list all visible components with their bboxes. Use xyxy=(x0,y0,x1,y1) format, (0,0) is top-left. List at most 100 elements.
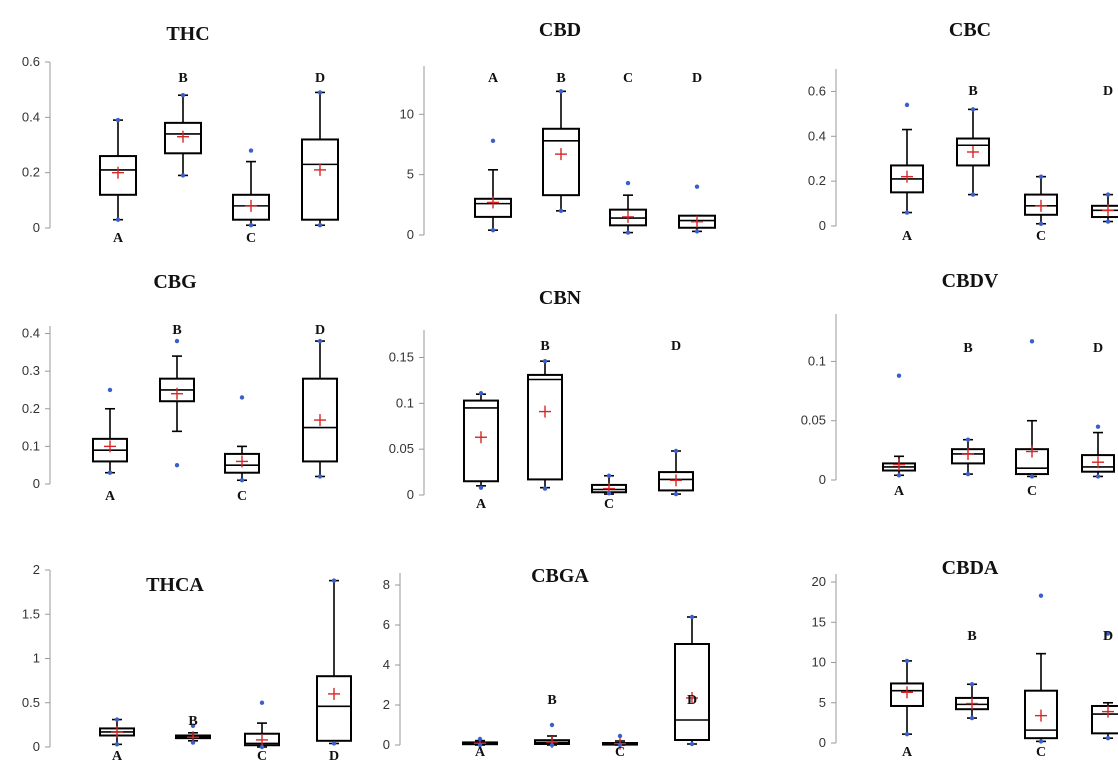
box-iqr xyxy=(542,127,580,197)
group-label: B xyxy=(540,339,549,354)
y-tick-label: 0.1 xyxy=(22,438,40,453)
outlier-point xyxy=(115,217,121,222)
outlier-point xyxy=(331,741,337,746)
box-group-a: A xyxy=(474,71,512,233)
box-group-a: A xyxy=(99,717,135,764)
y-tick-label: 0.2 xyxy=(22,165,40,180)
group-label: C xyxy=(1036,229,1046,244)
group-label: C xyxy=(237,489,247,504)
box-group-d: D xyxy=(1091,629,1118,741)
outlier-point xyxy=(558,208,564,214)
y-tick-label: 2 xyxy=(33,562,40,577)
group-label: D xyxy=(315,71,325,86)
outlier-point xyxy=(1095,424,1101,429)
box-group-b: B xyxy=(955,629,989,721)
outlier-point xyxy=(673,491,679,497)
panel-title: CBG xyxy=(153,271,197,293)
y-tick-label: 4 xyxy=(383,657,390,672)
box-group-a: A xyxy=(463,391,499,512)
box-group-a: A xyxy=(462,736,498,760)
box-group-c: C xyxy=(1024,174,1058,244)
outlier-point xyxy=(969,682,975,687)
mean-marker xyxy=(111,725,123,738)
outlier-point xyxy=(1105,219,1111,224)
box-group-c: C xyxy=(232,148,270,246)
outlier-point xyxy=(896,373,902,378)
box-group-a: A xyxy=(890,658,924,760)
group-label: A xyxy=(113,231,124,246)
y-tick-label: 0 xyxy=(819,218,826,233)
y-tick-label: 0.1 xyxy=(808,353,826,368)
y-tick-label: 0.6 xyxy=(808,83,826,98)
outlier-point xyxy=(896,473,902,478)
box-iqr xyxy=(301,138,339,221)
box-group-d: D xyxy=(1091,84,1118,224)
outlier-point xyxy=(549,722,555,728)
mean-marker xyxy=(901,170,913,183)
box-group-c: C xyxy=(591,473,627,512)
outlier-point xyxy=(180,93,186,98)
outlier-point xyxy=(477,736,483,742)
outlier-point xyxy=(549,742,555,748)
outlier-point xyxy=(259,744,265,750)
outlier-point xyxy=(694,229,700,234)
outlier-point xyxy=(1105,192,1111,197)
y-tick-label: 0 xyxy=(819,735,826,750)
y-tick-label: 1.5 xyxy=(22,606,40,621)
group-label: C xyxy=(246,231,256,246)
y-tick-label: 10 xyxy=(812,655,826,670)
group-label: D xyxy=(329,749,339,764)
panel-thca: THCA 0 0.5 1 1.5 2 A B C D xyxy=(22,562,352,764)
outlier-point xyxy=(490,227,496,233)
mean-marker xyxy=(691,215,703,228)
outlier-point xyxy=(107,387,113,393)
outlier-point xyxy=(965,471,971,477)
y-tick-label: 0 xyxy=(407,227,414,242)
panel-title: CBGA xyxy=(531,565,589,587)
mean-marker xyxy=(555,148,567,161)
group-label: D xyxy=(671,339,681,354)
outlier-point xyxy=(317,223,323,228)
outlier-point xyxy=(477,742,483,748)
panel-title: CBD xyxy=(539,19,581,41)
box-group-d: D xyxy=(302,323,338,479)
outlier-point xyxy=(115,117,121,123)
y-tick-label: 0.05 xyxy=(389,441,414,456)
box-iqr xyxy=(1091,204,1118,219)
group-label: C xyxy=(604,497,614,512)
outlier-point xyxy=(970,107,976,112)
box-group-b: B xyxy=(164,71,202,178)
group-label: B xyxy=(172,323,181,338)
outlier-point xyxy=(694,184,700,189)
mean-marker xyxy=(962,447,974,460)
panel-cbga: CBGA 0 2 4 6 8 A B C D xyxy=(383,565,710,760)
box-group-a: A xyxy=(92,387,128,504)
y-tick-label: 0 xyxy=(33,739,40,754)
outlier-point xyxy=(617,742,623,748)
group-label: A xyxy=(902,745,913,760)
y-tick-label: 0.3 xyxy=(22,363,40,378)
box-group-b: B xyxy=(956,84,990,197)
mean-marker xyxy=(966,697,978,710)
mean-marker xyxy=(686,692,698,704)
mean-marker xyxy=(893,458,905,471)
outlier-point xyxy=(904,658,910,664)
group-label: A xyxy=(488,71,499,86)
outlier-point xyxy=(625,180,631,186)
box-group-c: C xyxy=(1015,339,1049,499)
group-label: C xyxy=(1027,484,1037,499)
group-label: D xyxy=(1103,629,1113,644)
box-iqr xyxy=(527,373,563,481)
y-tick-label: 20 xyxy=(812,574,826,589)
group-label: D xyxy=(692,71,702,86)
mean-marker xyxy=(1035,199,1047,212)
outlier-point xyxy=(625,230,631,235)
outlier-point xyxy=(606,473,612,478)
mean-marker xyxy=(245,199,257,212)
mean-marker xyxy=(1102,204,1114,217)
box-iqr xyxy=(99,155,137,196)
outlier-point xyxy=(558,89,564,94)
outlier-point xyxy=(969,715,975,721)
box-group-b: B xyxy=(175,714,211,745)
group-label: A xyxy=(105,489,116,504)
